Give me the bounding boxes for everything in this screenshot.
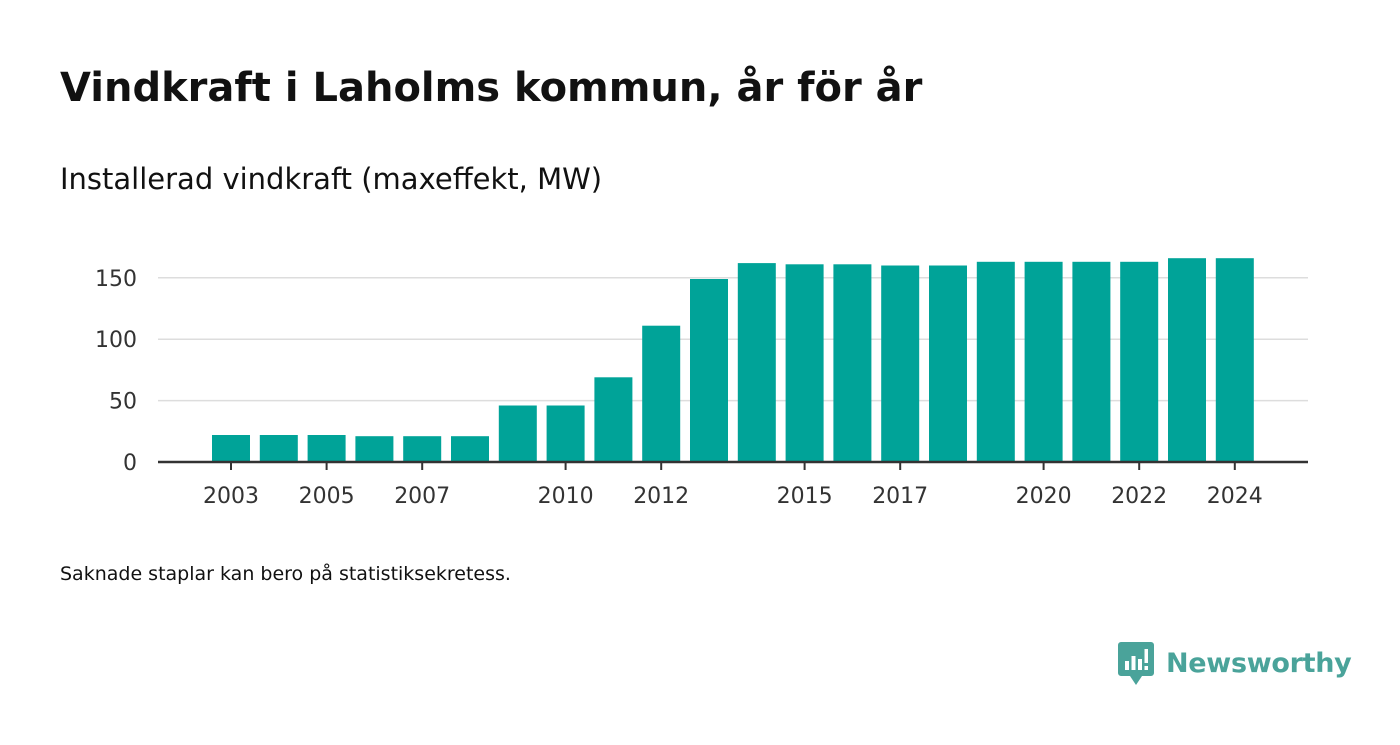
x-tick-label: 2003 [203, 484, 259, 509]
x-tick-label: 2020 [1016, 484, 1072, 509]
bar-2010 [546, 405, 585, 462]
x-tick-label: 2024 [1207, 484, 1263, 509]
x-tick-label: 2005 [299, 484, 355, 509]
gridlines [158, 277, 1308, 402]
x-tick-label: 2015 [777, 484, 833, 509]
bar-2006 [355, 436, 394, 462]
bar-2017 [881, 265, 920, 462]
chart-title: Vindkraft i Laholms kommun, år för år [60, 65, 923, 111]
x-tick-label: 2012 [633, 484, 689, 509]
footnote: Saknade staplar kan bero på statistiksek… [60, 563, 511, 585]
bar-2015 [785, 264, 824, 462]
bar-2013 [690, 279, 728, 462]
bar-2014 [737, 263, 776, 462]
bar-2018 [929, 265, 967, 462]
x-tick-label: 2022 [1111, 484, 1167, 509]
bar-2021 [1072, 261, 1111, 462]
bar-2016 [833, 264, 872, 462]
brand-logo: Newsworthy [1118, 641, 1352, 687]
y-tick-label: 150 [95, 267, 137, 292]
bar-2005 [307, 435, 346, 462]
x-tick-label: 2007 [394, 484, 450, 509]
x-tick-label: 2010 [538, 484, 594, 509]
bar-2008 [451, 436, 489, 462]
bars [212, 258, 1254, 462]
bar-2011 [594, 377, 633, 462]
newsworthy-logo-icon [1118, 642, 1154, 685]
x-tick-label: 2017 [872, 484, 928, 509]
y-tick-label: 0 [123, 451, 137, 476]
bar-2009 [498, 405, 537, 462]
y-tick-label: 100 [95, 328, 137, 353]
bar-2024 [1215, 258, 1254, 462]
bar-2003 [212, 435, 250, 462]
x-axis-tick-labels: 2003 2005 2007 2010 2012 2015 2017 2020 2022 2024 [203, 484, 1263, 509]
bar-2019 [976, 261, 1015, 462]
x-axis [158, 460, 1308, 470]
bar-2004 [259, 435, 298, 462]
y-axis-tick-labels: 0 50 100 150 [95, 267, 137, 476]
bar-2012 [642, 325, 681, 462]
chart-subtitle: Installerad vindkraft (maxeffekt, MW) [60, 162, 603, 196]
bar-2023 [1168, 258, 1206, 462]
brand-name: Newsworthy [1166, 648, 1352, 679]
y-tick-label: 50 [109, 390, 137, 415]
bar-2022 [1120, 261, 1159, 462]
bar-2020 [1024, 261, 1063, 462]
bar-2007 [403, 436, 442, 462]
